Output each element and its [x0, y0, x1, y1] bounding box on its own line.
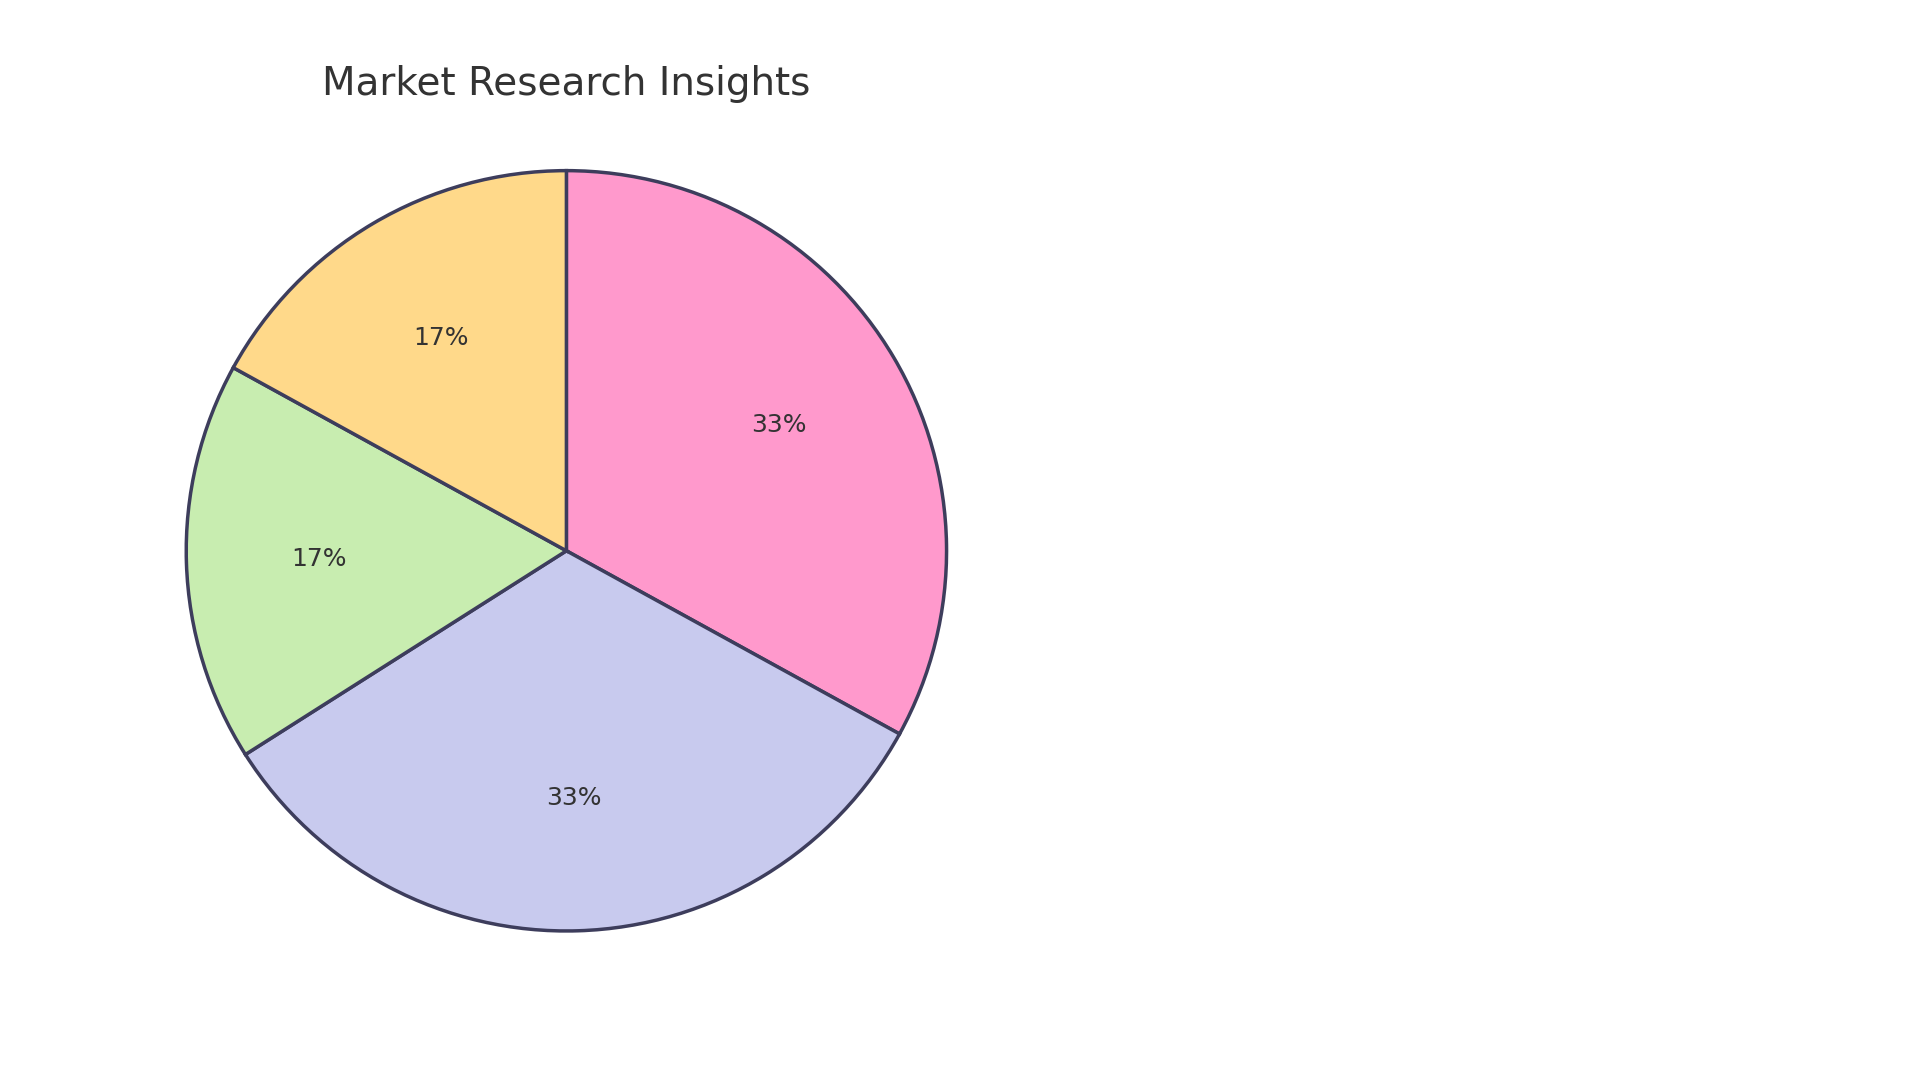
- Legend: Understanding Consumer Base, Demand for Product or Service, Market Size, Economi: Understanding Consumer Base, Demand for …: [1125, 418, 1544, 608]
- Wedge shape: [232, 171, 566, 551]
- Wedge shape: [186, 367, 566, 755]
- Text: 33%: 33%: [547, 786, 601, 810]
- Text: Market Research Insights: Market Research Insights: [323, 65, 810, 103]
- Wedge shape: [246, 551, 900, 931]
- Text: 17%: 17%: [292, 546, 348, 570]
- Wedge shape: [566, 171, 947, 734]
- Text: 33%: 33%: [751, 413, 806, 437]
- Text: 17%: 17%: [413, 326, 468, 350]
